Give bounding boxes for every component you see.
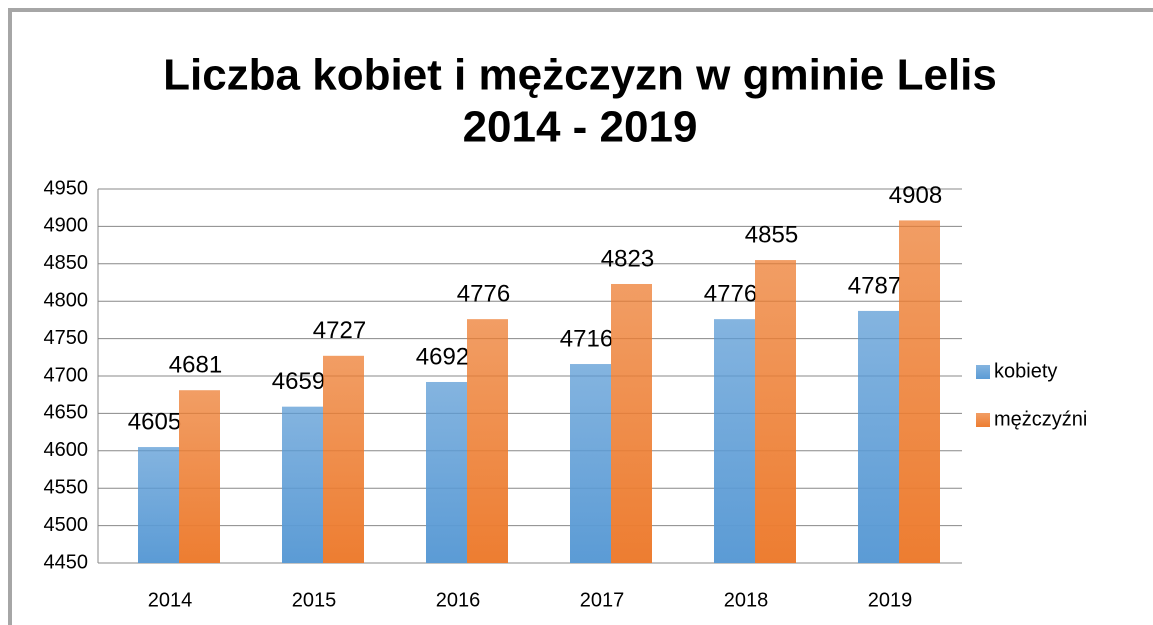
legend-swatch — [976, 365, 990, 379]
y-tick-label: 4550 — [44, 476, 89, 498]
bar — [899, 220, 940, 563]
y-tick-label: 4650 — [44, 402, 89, 424]
x-tick-label: 2017 — [580, 589, 625, 611]
bar — [323, 355, 364, 563]
bar — [282, 406, 323, 563]
bar — [611, 283, 652, 563]
data-label: 4787 — [848, 272, 901, 299]
y-tick-label: 4900 — [44, 215, 89, 237]
bar — [138, 447, 179, 563]
data-label: 4716 — [560, 325, 613, 352]
data-label: 4605 — [128, 408, 181, 435]
y-tick-label: 4950 — [44, 177, 89, 199]
bar — [858, 310, 899, 563]
bar — [426, 381, 467, 563]
y-tick-label: 4700 — [44, 364, 89, 386]
chart-title: 2014 - 2019 — [463, 103, 698, 152]
data-label: 4659 — [272, 368, 325, 395]
x-tick-label: 2015 — [292, 589, 337, 611]
y-tick-label: 4850 — [44, 252, 89, 274]
data-label: 4855 — [745, 221, 798, 248]
data-label: 4776 — [704, 280, 757, 307]
x-tick-label: 2018 — [724, 589, 769, 611]
legend-label: mężczyźni — [994, 408, 1087, 430]
chart-border — [8, 8, 1153, 625]
bar — [714, 319, 755, 563]
data-label: 4727 — [313, 317, 366, 344]
bar — [755, 260, 796, 563]
x-tick-label: 2014 — [148, 589, 193, 611]
data-label: 4692 — [416, 343, 469, 370]
bar — [467, 319, 508, 563]
bar — [570, 364, 611, 563]
legend-label: kobiety — [994, 360, 1057, 382]
data-label: 4823 — [601, 245, 654, 272]
x-tick-label: 2016 — [436, 589, 481, 611]
x-tick-label: 2019 — [868, 589, 913, 611]
bar — [179, 390, 220, 563]
data-label: 4681 — [169, 352, 222, 379]
data-label: 4776 — [457, 280, 510, 307]
y-tick-label: 4600 — [44, 439, 89, 461]
y-tick-label: 4500 — [44, 514, 89, 536]
y-tick-label: 4800 — [44, 289, 89, 311]
y-tick-label: 4750 — [44, 327, 89, 349]
y-tick-label: 4450 — [44, 551, 89, 573]
legend-swatch — [976, 413, 990, 427]
chart-title: Liczba kobiet i mężczyzn w gminie Lelis — [163, 51, 997, 100]
data-label: 4908 — [889, 182, 942, 209]
